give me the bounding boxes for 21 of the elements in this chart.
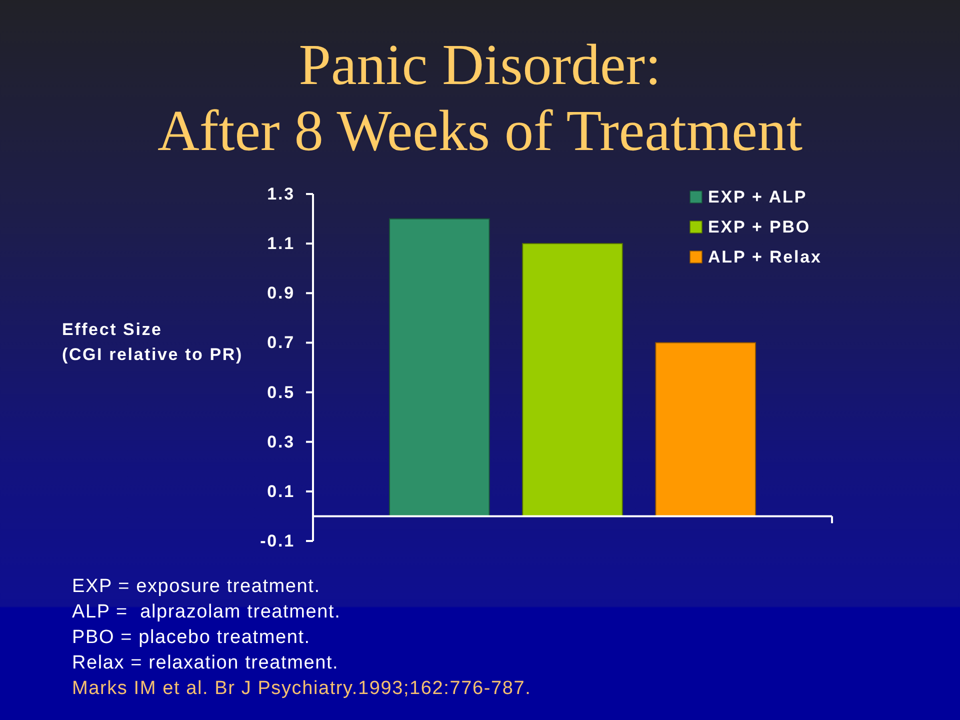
legend-label: EXP + PBO xyxy=(708,218,811,236)
text: ALP = alprazolam treatment. xyxy=(72,602,341,622)
text: PBO = placebo treatment. xyxy=(72,627,310,648)
y-tick-label: 0.5 xyxy=(267,382,295,402)
y-tick-label: 0.1 xyxy=(267,482,295,501)
text: EXP = exposure treatment. xyxy=(72,576,320,597)
y-tick-label: 0.9 xyxy=(267,284,295,303)
text: Marks IM et al. Br J Psychiatry.1993;162:776-787. xyxy=(72,678,532,699)
y-axis-title: Effect Size (CGI relative to PR) xyxy=(62,320,243,364)
chart-title: Panic Disorder: After 8 Weeks of Treatment xyxy=(157,32,803,163)
y-tick-label: -0.1 xyxy=(260,532,295,550)
y-tick-label: 1.1 xyxy=(267,234,295,254)
bar xyxy=(655,342,756,517)
text: Relax = relaxation treatment. xyxy=(72,652,339,674)
y-tick-label: 0.3 xyxy=(267,432,295,452)
legend-label: ALP + Relax xyxy=(708,248,822,266)
y-tick-label: 1.3 xyxy=(267,184,295,204)
legend-label: EXP + ALP xyxy=(708,188,808,206)
y-tick-label: 0.7 xyxy=(267,333,295,352)
bar xyxy=(522,243,623,517)
bar xyxy=(388,218,490,517)
